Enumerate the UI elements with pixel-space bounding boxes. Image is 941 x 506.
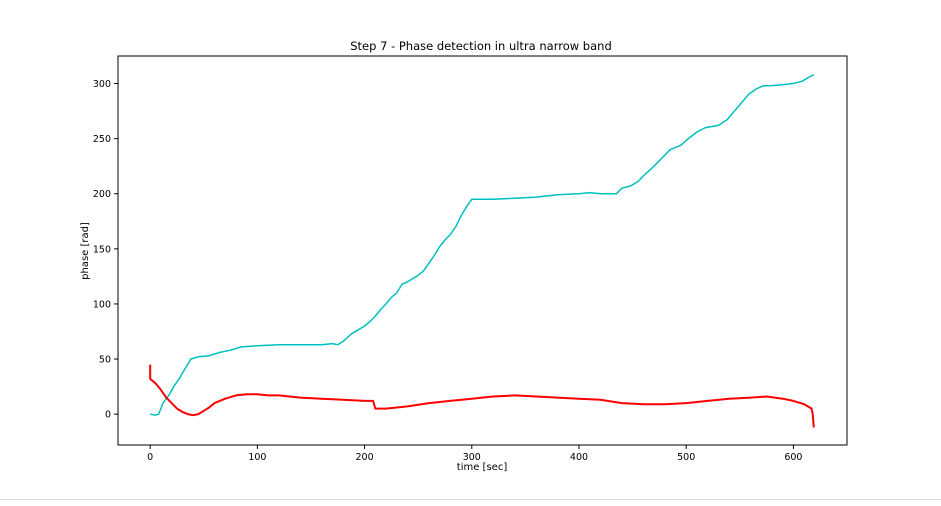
x-axis: 0 100 200 300 400 500 600 bbox=[147, 445, 802, 463]
series-line-2 bbox=[149, 364, 815, 428]
y-tick-label: 250 bbox=[93, 134, 111, 145]
x-tick-label: 400 bbox=[570, 452, 588, 463]
series-line-1 bbox=[150, 74, 815, 416]
window-bottom-divider bbox=[0, 499, 941, 500]
plot-frame bbox=[117, 55, 848, 446]
y-tick-label: 0 bbox=[105, 410, 111, 421]
y-tick-label: 100 bbox=[93, 299, 111, 310]
x-tick-label: 100 bbox=[248, 452, 266, 463]
x-tick-label: 600 bbox=[784, 452, 802, 463]
plot-content bbox=[149, 74, 815, 428]
y-axis-label: phase [rad] bbox=[80, 222, 91, 280]
x-tick-label: 200 bbox=[356, 452, 374, 463]
chart-title: Step 7 - Phase detection in ultra narrow… bbox=[350, 39, 612, 53]
y-tick-label: 50 bbox=[99, 355, 111, 366]
y-tick-label: 300 bbox=[93, 79, 111, 90]
x-tick-label: 0 bbox=[147, 452, 153, 463]
y-tick-label: 150 bbox=[93, 244, 111, 255]
x-tick-label: 500 bbox=[677, 452, 695, 463]
y-axis: 0 50 100 150 200 250 300 bbox=[93, 79, 118, 421]
x-tick-label: 300 bbox=[463, 452, 481, 463]
y-tick-label: 200 bbox=[93, 189, 111, 200]
x-axis-label: time [sec] bbox=[457, 462, 508, 473]
